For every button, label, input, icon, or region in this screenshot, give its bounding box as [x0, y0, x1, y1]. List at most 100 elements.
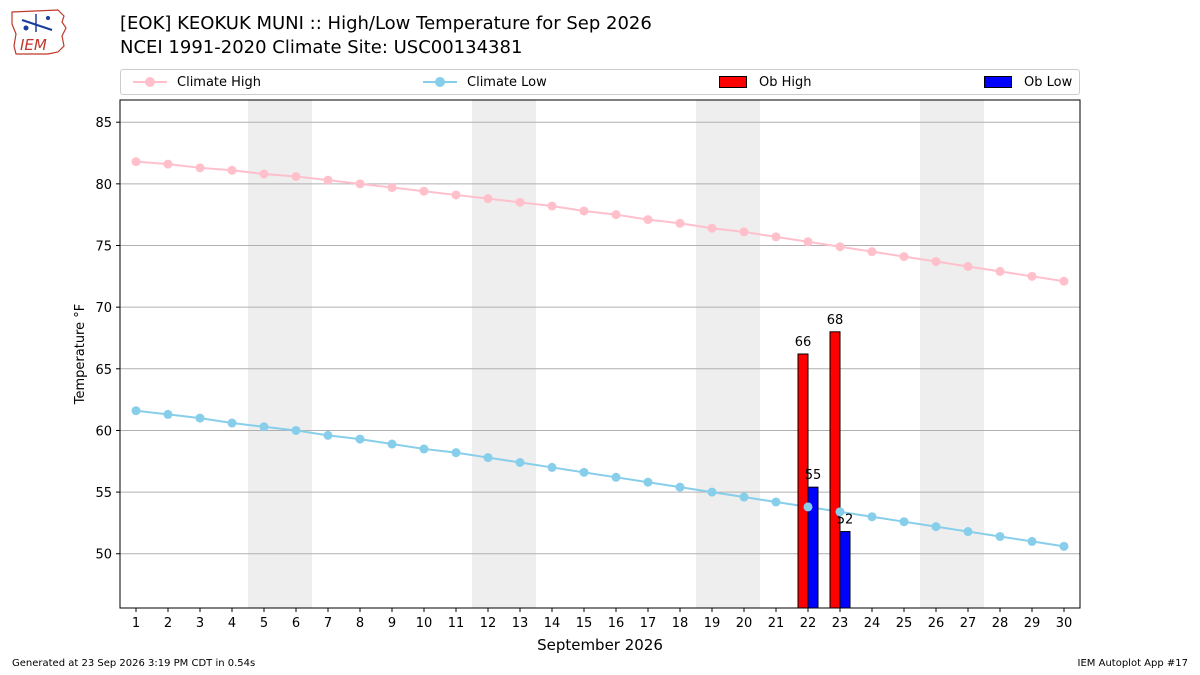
x-tick-label: 16	[608, 616, 625, 631]
x-tick-label: 3	[196, 616, 204, 631]
point-climate-high	[995, 266, 1005, 276]
chart-subtitle: NCEI 1991-2020 Climate Site: USC00134381	[120, 37, 523, 58]
point-climate-low	[867, 512, 877, 522]
x-tick-label: 14	[544, 616, 561, 631]
point-climate-high	[931, 257, 941, 267]
y-tick-label: 65	[95, 363, 112, 378]
y-tick-label: 50	[95, 548, 112, 563]
point-climate-high	[451, 190, 461, 200]
point-climate-low	[899, 517, 909, 527]
x-tick-label: 26	[928, 616, 945, 631]
x-tick-label: 27	[960, 616, 977, 631]
legend-item-ob-low: Ob Low	[984, 70, 1072, 94]
series-line-climate-low	[135, 409, 1065, 548]
point-climate-high	[963, 261, 973, 271]
point-climate-high	[803, 237, 813, 247]
point-climate-high	[899, 252, 909, 262]
point-climate-high	[355, 179, 365, 189]
point-climate-high	[835, 242, 845, 252]
point-climate-low	[963, 527, 973, 537]
x-tick-label: 19	[704, 616, 721, 631]
point-climate-low	[995, 531, 1005, 541]
point-climate-low	[739, 492, 749, 502]
point-climate-high	[1027, 271, 1037, 281]
point-climate-low	[707, 487, 717, 497]
x-tick-label: 11	[448, 616, 465, 631]
y-tick-label: 70	[95, 301, 112, 316]
point-climate-high	[515, 197, 525, 207]
point-climate-low	[259, 422, 269, 432]
legend-item-climate-high: Climate High	[133, 70, 261, 94]
point-climate-high	[707, 223, 717, 233]
ob-low-swatch	[984, 76, 1012, 88]
x-tick-label: 8	[356, 616, 364, 631]
point-climate-low	[131, 406, 141, 416]
y-tick-label: 55	[95, 486, 112, 501]
point-climate-low	[611, 472, 621, 482]
climate-high-swatch	[133, 75, 167, 89]
point-climate-low	[387, 439, 397, 449]
weekend-band	[920, 100, 984, 608]
plot-frame	[119, 99, 1081, 609]
generated-timestamp: Generated at 23 Sep 2026 3:19 PM CDT in …	[12, 658, 256, 669]
x-tick-label: 17	[640, 616, 657, 631]
point-climate-high	[483, 194, 493, 204]
point-climate-low	[291, 425, 301, 435]
point-climate-low	[835, 507, 845, 517]
chart-title: [EOK] KEOKUK MUNI :: High/Low Temperatur…	[120, 13, 652, 34]
point-climate-high	[1059, 276, 1069, 286]
point-climate-low	[419, 444, 429, 454]
x-tick-label: 20	[736, 616, 753, 631]
point-climate-high	[291, 171, 301, 181]
bar-ob-low	[839, 531, 851, 609]
y-tick-label: 75	[95, 239, 112, 254]
x-tick-label: 1	[132, 616, 140, 631]
point-climate-high	[131, 157, 141, 167]
x-tick-label: 30	[1056, 616, 1073, 631]
y-tick-label: 80	[95, 178, 112, 193]
bar-label: 68	[827, 313, 844, 328]
point-climate-low	[515, 458, 525, 468]
x-tick-label: 18	[672, 616, 689, 631]
point-climate-low	[547, 462, 557, 472]
point-climate-low	[227, 418, 237, 428]
legend-item-ob-high: Ob High	[719, 70, 812, 94]
point-climate-high	[419, 186, 429, 196]
point-climate-high	[643, 215, 653, 225]
point-climate-high	[259, 169, 269, 179]
x-tick-label: 29	[1024, 616, 1041, 631]
point-climate-low	[643, 477, 653, 487]
x-tick-label: 21	[768, 616, 785, 631]
point-climate-low	[451, 448, 461, 458]
bar-label: 52	[837, 513, 854, 528]
y-axis-label: Temperature °F	[73, 304, 88, 405]
point-climate-low	[323, 430, 333, 440]
x-tick-label: 22	[800, 616, 817, 631]
point-climate-high	[739, 227, 749, 237]
x-tick-label: 28	[992, 616, 1009, 631]
legend-label-climate-high: Climate High	[177, 74, 262, 90]
x-tick-label: 25	[896, 616, 913, 631]
legend-label-ob-low: Ob Low	[1024, 74, 1073, 90]
ob-high-swatch	[719, 76, 747, 88]
series-line-climate-high	[135, 160, 1065, 283]
x-tick-label: 2	[164, 616, 172, 631]
weekend-band	[472, 100, 536, 608]
point-climate-high	[323, 175, 333, 185]
legend-label-ob-high: Ob High	[759, 74, 812, 90]
point-climate-high	[227, 165, 237, 175]
x-tick-label: 24	[864, 616, 881, 631]
point-climate-high	[195, 163, 205, 173]
point-climate-low	[675, 482, 685, 492]
point-climate-high	[163, 159, 173, 169]
legend-item-climate-low: Climate Low	[423, 70, 547, 94]
point-climate-low	[163, 409, 173, 419]
svg-text:IEM: IEM	[20, 36, 47, 54]
x-tick-label: 23	[832, 616, 849, 631]
bar-label: 55	[805, 468, 822, 483]
point-climate-high	[867, 247, 877, 257]
climate-low-swatch	[423, 75, 457, 89]
legend: Climate High Climate Low Ob High Ob Low	[120, 69, 1080, 95]
x-axis-label: September 2026	[537, 636, 663, 654]
